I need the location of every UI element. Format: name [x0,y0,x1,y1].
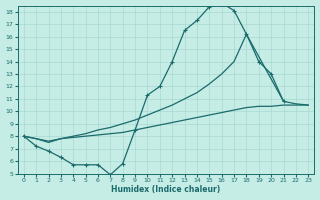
X-axis label: Humidex (Indice chaleur): Humidex (Indice chaleur) [111,185,221,194]
